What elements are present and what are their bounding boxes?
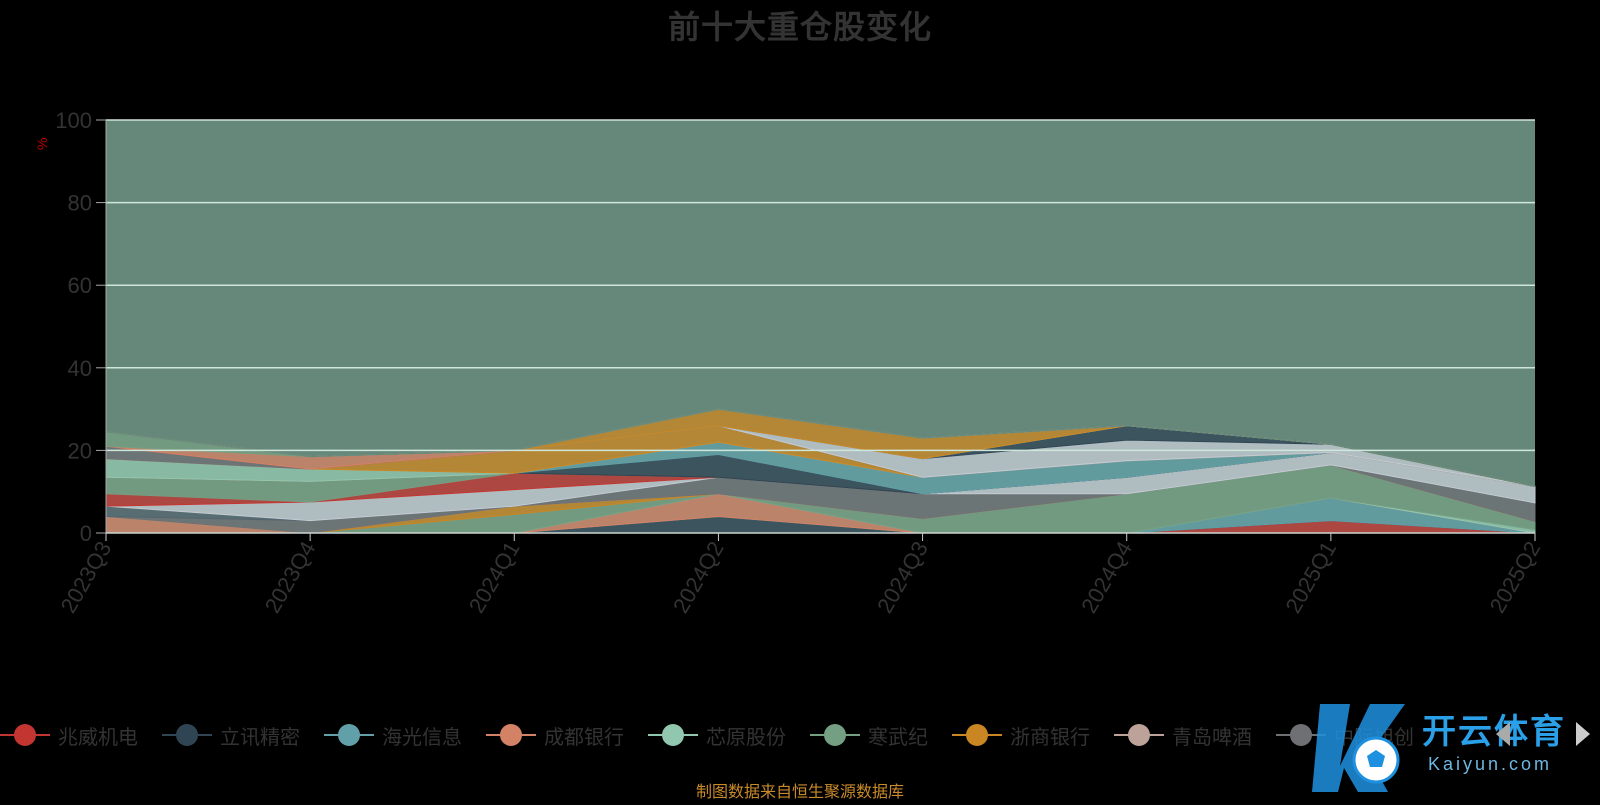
- legend-dot: [662, 724, 684, 746]
- legend-marker-icon: [1114, 723, 1164, 747]
- legend-dot: [1128, 724, 1150, 746]
- legend-item[interactable]: 立讯精密: [162, 721, 300, 750]
- legend-item[interactable]: 兆威机电: [0, 721, 138, 750]
- legend-marker-icon: [486, 723, 536, 747]
- y-tick-label: 80: [68, 191, 92, 216]
- legend-marker-icon: [648, 723, 698, 747]
- watermark-subtext: Kaiyun.com: [1428, 754, 1553, 774]
- legend-label: 海光信息: [382, 726, 462, 749]
- legend-prev-page-icon[interactable]: [1496, 722, 1510, 746]
- soccer-ball-icon: [1312, 704, 1405, 792]
- legend-dot: [966, 724, 988, 746]
- legend-dot: [176, 724, 198, 746]
- x-tick-label: 2024Q4: [1076, 537, 1137, 617]
- y-tick-label: 0: [80, 521, 92, 546]
- x-tick-label: 2024Q2: [668, 537, 729, 617]
- legend-item[interactable]: 青岛啤酒: [1114, 721, 1252, 750]
- legend-marker-icon: [810, 723, 860, 747]
- legend: 兆威机电立讯精密海光信息成都银行芯原股份寒武纪浙商银行青岛啤酒中际旭创: [0, 718, 1600, 752]
- legend-label: 兆威机电: [58, 726, 138, 749]
- legend-dot: [824, 724, 846, 746]
- legend-dot: [338, 724, 360, 746]
- legend-label: 浙商银行: [1010, 726, 1090, 749]
- watermark-text: 开云体育: [1422, 713, 1566, 751]
- legend-item[interactable]: 海光信息: [324, 721, 462, 750]
- legend-next-page-icon[interactable]: [1576, 722, 1590, 746]
- legend-item[interactable]: 成都银行: [486, 721, 624, 750]
- legend-marker-icon: [0, 723, 50, 747]
- y-tick-label: 40: [68, 356, 92, 381]
- legend-dot: [14, 724, 36, 746]
- legend-item[interactable]: 浙商银行: [952, 721, 1090, 750]
- data-source-note: 制图数据来自恒生聚源数据库: [695, 784, 904, 801]
- legend-marker-icon: [162, 723, 212, 747]
- x-tick-label: 2025Q2: [1485, 537, 1546, 617]
- legend-dot: [1290, 724, 1312, 746]
- legend-label: 青岛啤酒: [1172, 726, 1252, 749]
- legend-marker-icon: [1276, 723, 1326, 747]
- y-axis: 0 20 40 60 80 100: [55, 108, 107, 546]
- x-tick-label: 2024Q1: [464, 537, 525, 617]
- x-tick-label: 2024Q3: [872, 537, 933, 617]
- watermark-logo: 开云体育 Kaiyun.com: [1310, 696, 1600, 800]
- x-axis: 2023Q3 2023Q4 2024Q1 2024Q2 2024Q3 2024Q4 2025…: [56, 532, 1546, 617]
- gridlines: [106, 119, 1535, 534]
- legend-label: 成都银行: [544, 726, 624, 749]
- series-areas: [105, 408, 1536, 534]
- legend-label: 芯原股份: [706, 726, 786, 749]
- chart-title: 前十大重仓股变化: [667, 9, 932, 45]
- legend-label: 立讯精密: [220, 726, 300, 749]
- x-tick-label: 2023Q4: [260, 537, 321, 617]
- y-tick-label: 60: [68, 273, 92, 298]
- legend-item[interactable]: 芯原股份: [648, 721, 786, 750]
- y-tick-label: 20: [68, 438, 92, 463]
- legend-marker-icon: [324, 723, 374, 747]
- legend-marker-icon: [952, 723, 1002, 747]
- area-其他[interactable]: [105, 408, 1536, 487]
- y-tick-label: 100: [55, 108, 92, 133]
- legend-dot: [500, 724, 522, 746]
- y-axis-unit: %: [34, 137, 50, 150]
- legend-item[interactable]: 寒武纪: [810, 721, 928, 750]
- x-tick-label: 2023Q3: [56, 537, 117, 617]
- x-tick-label: 2025Q1: [1280, 537, 1341, 617]
- legend-label: 寒武纪: [868, 726, 928, 749]
